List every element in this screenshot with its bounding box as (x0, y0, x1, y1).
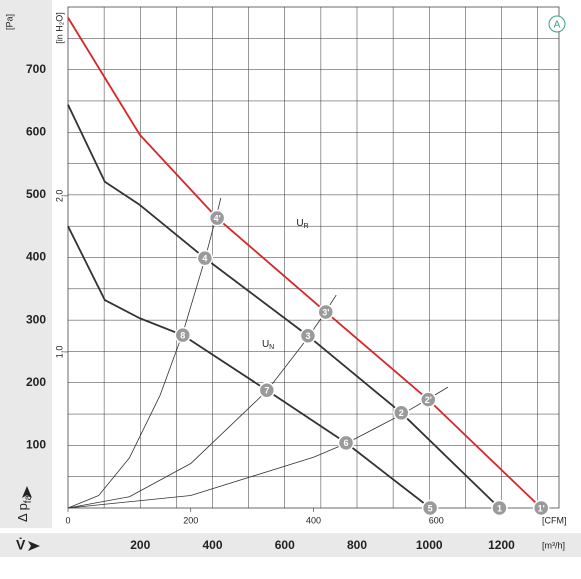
x2-tick-label: 400 (202, 538, 222, 552)
x-title: V̇ (16, 537, 26, 553)
operating-point-label: 4 (202, 254, 207, 264)
y-title-text: Δ p (15, 503, 30, 522)
x2-axis-label: [m³/h] (542, 540, 565, 550)
y-tick-label: 400 (26, 250, 46, 264)
x-arrow (28, 541, 40, 551)
y-title: Δ pfa (15, 494, 33, 522)
annotation-text: U (296, 218, 303, 229)
y-title-sub: fa (23, 494, 34, 503)
operating-point-label: 2' (425, 395, 432, 405)
operating-point (420, 391, 437, 408)
x-tick-label: 0 (65, 515, 70, 525)
operating-point (299, 327, 317, 345)
y-tick-label: 200 (26, 375, 46, 389)
x2-tick-label: 800 (347, 538, 367, 552)
operating-point-label: 1 (497, 503, 502, 513)
y-axis-label: [Pa] (4, 14, 14, 30)
bottom-band (0, 533, 581, 557)
operating-point (393, 404, 410, 422)
operating-point-label: 3' (322, 307, 329, 317)
operating-point (491, 499, 508, 517)
y2-tick-label: 2,0 (54, 190, 64, 203)
annotation: UR (296, 218, 308, 230)
annotation-sub: N (269, 344, 274, 351)
annotation-text: U (262, 339, 269, 350)
x-tick-label: 200 (183, 515, 198, 525)
operating-point (532, 499, 550, 517)
operating-point-label: 3 (305, 331, 310, 341)
badge (548, 15, 566, 33)
y2-tick-label: 1,0 (54, 346, 64, 359)
badge-text: A (554, 20, 561, 31)
y-tick-label: 100 (26, 438, 46, 452)
operating-point (196, 249, 214, 267)
y-tick-label: 600 (26, 124, 46, 138)
annotation-sub: R (304, 223, 309, 230)
grid (68, 7, 559, 508)
left-band (0, 0, 52, 528)
operating-point-label: 7 (264, 386, 269, 396)
operating-point-label: 1' (538, 503, 545, 513)
operating-point (258, 382, 276, 399)
operating-point-label: 2 (399, 408, 404, 418)
operating-point (337, 434, 355, 452)
y-tick-label: 500 (26, 187, 46, 201)
y-tick-label: 700 (26, 62, 46, 76)
operating-point (421, 499, 439, 517)
x-axis-label: [CFM] (542, 515, 567, 525)
x-tick-label: 600 (429, 515, 444, 525)
labels: 100 200 300 400 500 600 700 1,0 2,0 0 200 400 600 200… (26, 62, 550, 552)
x2-tick-label: 1200 (488, 538, 515, 552)
operating-point-label: 5 (428, 503, 433, 513)
operating-point (174, 326, 192, 344)
operating-point-label: 8 (180, 331, 185, 341)
x2-tick-label: 600 (275, 538, 295, 552)
x-tick-label: 400 (306, 515, 321, 525)
operating-point-label: 6 (344, 438, 349, 448)
operating-point (208, 209, 226, 227)
y-tick-label: 300 (26, 312, 46, 326)
annotation: UN (262, 339, 274, 351)
x2-tick-label: 200 (130, 538, 150, 552)
y2-axis-label: [in H₂O] (54, 12, 64, 44)
operating-point-label: 4' (214, 213, 221, 223)
y-arrow (22, 486, 32, 498)
operating-point (317, 303, 335, 321)
x2-tick-label: 1000 (416, 538, 443, 552)
